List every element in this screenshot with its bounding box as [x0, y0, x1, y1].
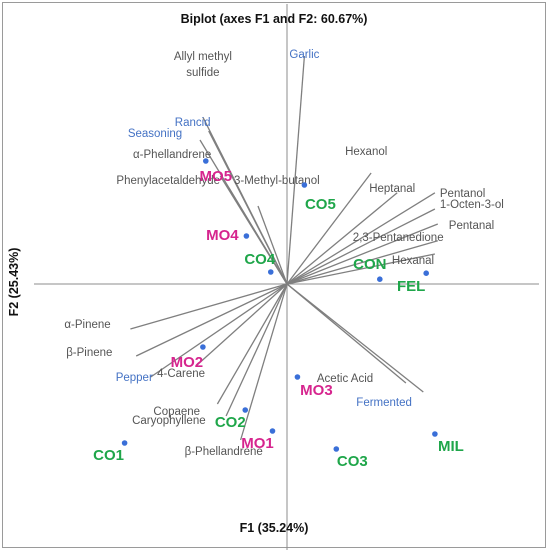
variable-label-4-carene: 4-Carene	[157, 368, 205, 380]
observation-label-mo5: MO5	[200, 168, 233, 185]
vector-4-carene	[196, 283, 288, 366]
vector-heptanal	[286, 192, 398, 285]
observation-label-fel: FEL	[397, 278, 425, 295]
variable-label-hexanal: Hexanal	[392, 255, 434, 267]
vector-2-3-pentanedione	[286, 240, 438, 285]
vector-rancid	[208, 130, 288, 285]
point-mo4	[243, 233, 250, 239]
observation-label-mil: MIL	[438, 438, 464, 455]
vector-hexanol	[286, 172, 372, 285]
point-co5	[301, 182, 308, 188]
observation-label-co5: CO5	[305, 196, 336, 213]
variable-label-1-octen-3-ol: 1-Octen-3-ol	[440, 199, 504, 211]
vector-pentanol	[286, 192, 436, 285]
chart-title: Biplot (axes F1 and F2: 60.67%)	[180, 12, 368, 26]
y-axis-label: F2 (25.43%)	[7, 247, 21, 317]
vector-caryophyllene	[225, 283, 288, 417]
observation-label-co2: CO2	[215, 414, 246, 431]
variable-label-α-phellandrene: α-Phellandrene	[133, 149, 211, 161]
variable-label-pentanal: Pentanal	[449, 220, 494, 232]
variable-label-pepper: Pepper	[116, 372, 153, 384]
observation-label-co4: CO4	[244, 251, 276, 268]
variable-label-seasoning: Seasoning	[128, 128, 182, 140]
point-mo5	[203, 158, 209, 164]
variable-label-β-phellandrene: β-Phellandrene	[185, 446, 263, 458]
variable-label-2-3-pentanedione: 2,3-Pentanedione	[353, 232, 444, 244]
observation-label-mo3: MO3	[300, 382, 333, 399]
vector-garlic	[286, 55, 306, 285]
point-co2	[242, 407, 249, 413]
observation-label-mo2: MO2	[171, 354, 204, 371]
variable-label-acetic-acid: Acetic Acid	[317, 373, 373, 385]
vector-1-octen-3-ol	[286, 208, 436, 285]
vector-copaene	[216, 283, 288, 405]
variable-label-phenylacetaldehyde: Phenylacetaldehyde	[116, 175, 220, 187]
observation-label-mo1: MO1	[241, 435, 274, 452]
vector-fermented	[286, 283, 424, 393]
vector-pepper	[150, 283, 288, 378]
vector-pentanal	[286, 223, 439, 285]
vector-β-phellandrene	[239, 283, 288, 441]
point-con	[377, 276, 383, 283]
observation-label-mo4: MO4	[206, 227, 239, 244]
point-mo2	[200, 344, 206, 350]
vector-3-methyl-butanol	[257, 205, 288, 285]
variable-label-fermented: Fermented	[356, 397, 412, 409]
variable-label-garlic: Garlic	[289, 49, 319, 61]
variable-label-rancid: Rancid	[175, 117, 211, 129]
point-mo3	[294, 374, 301, 380]
vector-phenylacetaldehyde	[228, 187, 288, 285]
vector-β-pinene	[135, 283, 288, 357]
vector-α-pinene	[130, 283, 288, 330]
point-co3	[333, 446, 340, 452]
observation-label-co1: CO1	[93, 447, 124, 464]
variable-label-α-pinene: α-Pinene	[64, 319, 110, 331]
observation-label-con: CON	[353, 256, 386, 273]
observation-label-co3: CO3	[337, 453, 368, 470]
point-mo1	[269, 428, 276, 434]
variable-label-β-pinene: β-Pinene	[66, 347, 112, 359]
vector-hexanal	[286, 253, 436, 285]
variable-label-allyl-methyl-sulfide: Allyl methyl sulfide	[174, 51, 232, 79]
point-co1	[121, 440, 128, 446]
x-axis-label: F1 (35.24%)	[239, 521, 309, 535]
variable-label-copaene: Copaene	[153, 406, 200, 418]
variable-label-caryophyllene: Caryophyllene	[132, 415, 206, 427]
variable-label-hexanol: Hexanol	[345, 146, 387, 158]
variable-label-3-methyl-butanol: 3-Methyl-butanol	[234, 175, 320, 187]
point-fel	[423, 270, 430, 277]
point-co4	[267, 269, 274, 275]
variable-label-heptanal: Heptanal	[369, 183, 415, 195]
variable-label-pentanol: Pentanol	[440, 188, 485, 200]
point-mil	[432, 431, 438, 437]
